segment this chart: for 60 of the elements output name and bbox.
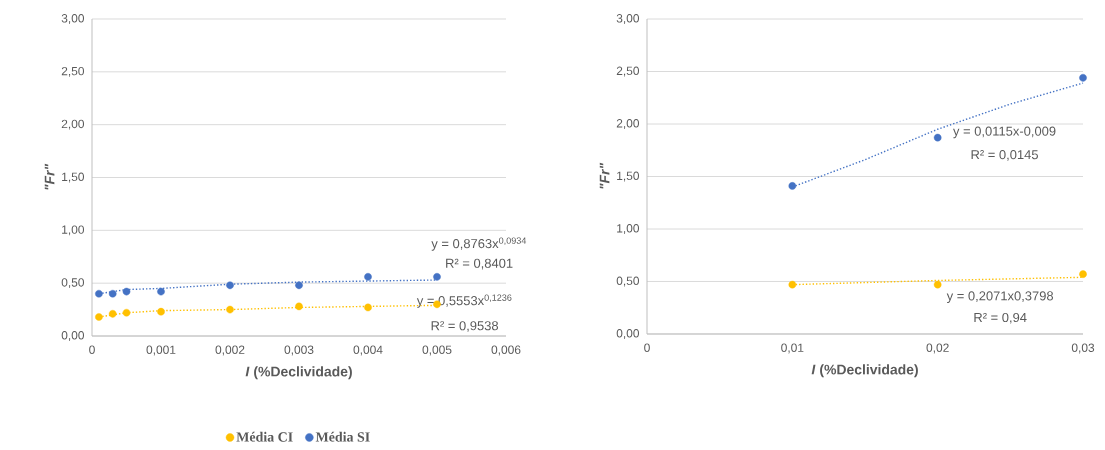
point — [788, 280, 797, 289]
y-tick-label: 1,00 — [617, 224, 640, 234]
x-tick-label: 0,003 — [284, 345, 314, 356]
point — [433, 273, 441, 281]
y-tick-label: 2,50 — [616, 66, 640, 77]
annotation: R² = 0,9538 — [431, 321, 499, 332]
y-tick-label: 2,50 — [61, 66, 85, 77]
legend-label: Média SI — [315, 431, 370, 442]
point — [157, 307, 165, 316]
x-axis-title: I (%Declividade) — [245, 366, 352, 380]
y-tick-label: 1,50 — [62, 172, 85, 183]
point — [95, 289, 103, 298]
y-tick-label: 2,00 — [616, 119, 640, 129]
point — [364, 303, 372, 312]
x-tick-label: 0,02 — [926, 343, 949, 354]
annotation: R² = 0,94 — [974, 312, 1027, 324]
y-tick-label: 1,00 — [62, 225, 85, 236]
annotation: y = 0,0115x-0,009 — [953, 126, 1056, 139]
annotation: y = 0,2071x0,3798 — [946, 291, 1054, 304]
point — [108, 289, 117, 298]
y-axis-title: "Fr" — [44, 163, 55, 190]
y-tick-label: 0,00 — [61, 331, 85, 341]
annotation: R² = 0,0145 — [971, 150, 1038, 161]
point — [295, 281, 303, 290]
x-tick-label: 0,001 — [146, 345, 176, 356]
x-axis-title: I (%Declividade) — [811, 364, 918, 378]
y-tick-label: 1,50 — [617, 171, 640, 182]
y-tick-label: 0,50 — [616, 276, 640, 287]
point — [295, 302, 303, 311]
point — [933, 280, 942, 289]
point — [1079, 270, 1087, 278]
point — [122, 287, 131, 296]
x-tick-label: 0 — [644, 343, 650, 352]
x-tick-label: 0,006 — [491, 345, 521, 356]
y-axis-title: "Fr" — [599, 162, 610, 189]
point — [226, 281, 234, 290]
point — [108, 310, 117, 318]
y-tick-label: 3,00 — [61, 14, 85, 24]
x-tick-label: 0,01 — [781, 343, 804, 354]
x-tick-label: 0,002 — [215, 345, 245, 356]
x-tick-label: 0,004 — [353, 345, 383, 356]
point — [226, 305, 234, 314]
x-tick-label: 0,03 — [1071, 343, 1095, 354]
point — [157, 287, 165, 296]
legend-label: Média CI — [236, 431, 293, 442]
x-tick-label: 0,005 — [422, 345, 452, 356]
point — [933, 133, 942, 142]
y-tick-label: 3,00 — [616, 14, 640, 24]
annotation: R² = 0,8401 — [446, 258, 513, 270]
point — [95, 313, 103, 321]
point — [122, 308, 131, 317]
y-tick-label: 2,00 — [61, 119, 85, 130]
point — [788, 182, 797, 190]
y-tick-label: 0,50 — [61, 278, 85, 289]
y-tick-label: 0,00 — [616, 329, 640, 339]
point — [364, 273, 372, 281]
annotation: y = 0,5553x$^{0,1236}$ — [416, 294, 512, 308]
annotation: y = 0,8763x$^{0,0934}$ — [431, 237, 527, 251]
x-tick-label: 0 — [89, 345, 95, 354]
point — [1079, 74, 1087, 82]
